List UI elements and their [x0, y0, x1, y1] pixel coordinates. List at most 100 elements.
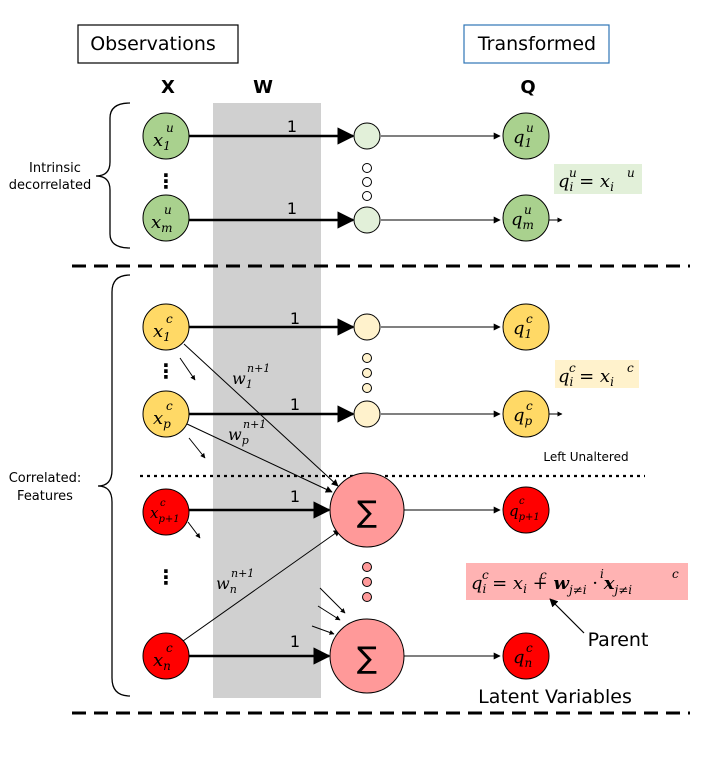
label-x1c-sup: c: [166, 312, 173, 326]
label-qnc: qn: [513, 647, 532, 670]
edge-xnc-sum: [182, 529, 341, 642]
equation-latent-lhs-sup: c: [482, 568, 489, 582]
label-xpc: xp: [153, 408, 171, 431]
weight-1-xp1c: 1: [290, 487, 300, 506]
node-qmu: [502, 194, 550, 242]
stub-arrow: [179, 357, 196, 381]
label-qmu-sup: u: [524, 203, 532, 217]
ellipsis-dot: [362, 177, 372, 187]
node-qnc: [502, 632, 550, 680]
transformed-label: Transformed: [477, 33, 596, 55]
column-q-label: Q: [520, 77, 535, 98]
ellipsis-dot: [362, 191, 372, 201]
equation-c-lhs-sup: c: [569, 361, 576, 375]
stub-arrow: [319, 587, 346, 614]
weight-1-xnc: 1: [290, 632, 300, 651]
intrinsic-label-1: Intrinsic: [29, 161, 81, 176]
label-qpc-sup: c: [526, 399, 533, 413]
label-qnc-sup: c: [526, 641, 533, 655]
ellipsis-dot: [362, 368, 372, 378]
label-x1u: x1: [153, 130, 171, 153]
weight-1-xpc: 1: [290, 395, 300, 414]
weight-1-x1u: 1: [287, 117, 297, 136]
label-xp1c: xp+1: [150, 504, 180, 525]
label-x1u-sup: u: [166, 121, 174, 135]
weight-wp-sup: n+1: [243, 418, 266, 431]
weight-wp: wp: [228, 425, 249, 447]
label-xmu-sup: u: [164, 203, 172, 217]
label-q1u: q1: [513, 127, 532, 150]
label-qp1c: qp+1: [509, 502, 540, 523]
node-qp1c: [502, 486, 550, 534]
node-x1u: [142, 112, 190, 160]
weight-1-x1c: 1: [290, 309, 300, 328]
node-xpc: [142, 390, 190, 438]
stub-arrow: [317, 605, 341, 621]
correlated-label-1: Correlated:: [9, 471, 82, 486]
correlated-brace: [97, 274, 131, 697]
node-x1c: [142, 303, 190, 351]
equation-latent-w-sup: i: [600, 567, 604, 581]
ellipsis-dot: [362, 383, 372, 393]
column-w-label: W: [253, 77, 273, 98]
label-xmu: xm: [151, 212, 173, 235]
weight-wn-sup: n+1: [231, 567, 254, 580]
transformed-box: [463, 24, 610, 64]
weight-band: [213, 103, 321, 698]
parent-arrow: [549, 598, 585, 634]
stub-arrow: [311, 625, 335, 635]
stub-arrow: [187, 521, 201, 539]
ellipsis-dot: [362, 163, 372, 173]
equation-u-lhs-sup: u: [569, 166, 577, 180]
equation-latent-bg: [466, 563, 688, 600]
observations-box: [77, 24, 239, 64]
correlated-label-2: Features: [17, 489, 73, 504]
node-xnc: [142, 632, 190, 680]
vdots-correlated-1: ⋮: [156, 359, 176, 383]
label-xnc-sup: c: [166, 641, 173, 655]
equation-u-bg: [554, 164, 642, 194]
intrinsic-brace: [95, 102, 131, 249]
equation-c: qi = xi: [558, 366, 614, 389]
label-q1c-sup: c: [526, 312, 533, 326]
node-qpc: [502, 390, 550, 438]
ellipsis-dot: [362, 562, 372, 572]
stub-arrow: [188, 437, 206, 459]
latent-variables-label: Latent Variables: [478, 686, 632, 708]
hidden-node-cp: [353, 400, 381, 428]
observations-label: Observations: [90, 33, 216, 55]
equation-u-rhs-sup: u: [627, 166, 635, 180]
hidden-node-c1: [353, 313, 381, 341]
label-q1u-sup: u: [526, 121, 534, 135]
vdots-correlated-2: ⋮: [156, 565, 176, 589]
node-xp1c: [142, 488, 190, 536]
edge-xpc-sum: [186, 423, 333, 493]
equation-c-bg: [555, 360, 639, 388]
vdots-intrinsic: ⋮: [156, 169, 176, 193]
ellipsis-dot: [362, 577, 372, 587]
hidden-node-um: [353, 206, 381, 234]
weight-1-xmu: 1: [287, 199, 297, 218]
label-qp1c-sup: c: [519, 496, 525, 507]
label-qmu: qm: [511, 209, 534, 232]
equation-latent-rhs-sup: c: [540, 568, 547, 582]
parent-label: Parent: [588, 629, 649, 651]
weight-wn: wn: [216, 574, 237, 596]
sum-symbol-1: ∑: [357, 495, 377, 530]
ellipsis-dot: [362, 592, 372, 602]
label-qpc: qp: [513, 405, 533, 428]
edge-x1c-sum: [183, 343, 339, 487]
intrinsic-label-2: decorrelated: [9, 178, 91, 193]
hidden-node-u1: [353, 122, 381, 150]
weight-w1: w1: [232, 369, 253, 391]
label-xpc-sup: c: [166, 399, 173, 413]
equation-u: qi = xi: [558, 171, 614, 194]
label-xnc: xn: [153, 650, 171, 673]
node-xmu: [142, 194, 190, 242]
equation-c-rhs-sup: c: [627, 361, 634, 375]
equation-latent-x-sup: c: [672, 567, 679, 581]
sum-symbol-2: ∑: [357, 641, 377, 676]
ellipsis-dot: [362, 353, 372, 363]
equation-latent: qi = xi + wj≠i · xj≠i: [471, 573, 632, 597]
